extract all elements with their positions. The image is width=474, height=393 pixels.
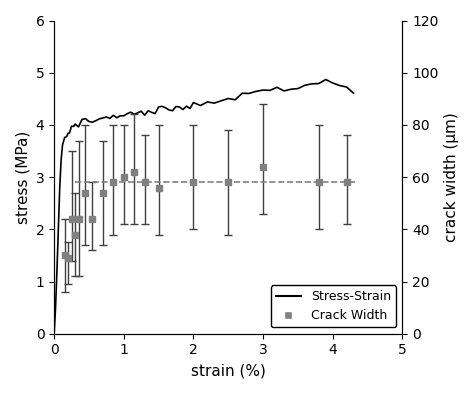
Stress-Strain	[97, 116, 102, 121]
Stress-Strain	[54, 269, 60, 274]
Stress-Strain	[146, 108, 151, 113]
Y-axis label: stress (MPa): stress (MPa)	[15, 130, 30, 224]
Y-axis label: crack width (μm): crack width (μm)	[444, 112, 459, 242]
Stress-Strain	[173, 104, 179, 109]
Stress-Strain	[323, 77, 328, 82]
Legend: Stress-Strain, Crack Width: Stress-Strain, Crack Width	[271, 285, 396, 327]
Stress-Strain	[351, 91, 356, 95]
Stress-Strain	[330, 81, 336, 85]
Stress-Strain	[51, 331, 57, 336]
Line: Stress-Strain: Stress-Strain	[54, 79, 354, 334]
Stress-Strain	[232, 97, 238, 102]
X-axis label: strain (%): strain (%)	[191, 363, 266, 378]
